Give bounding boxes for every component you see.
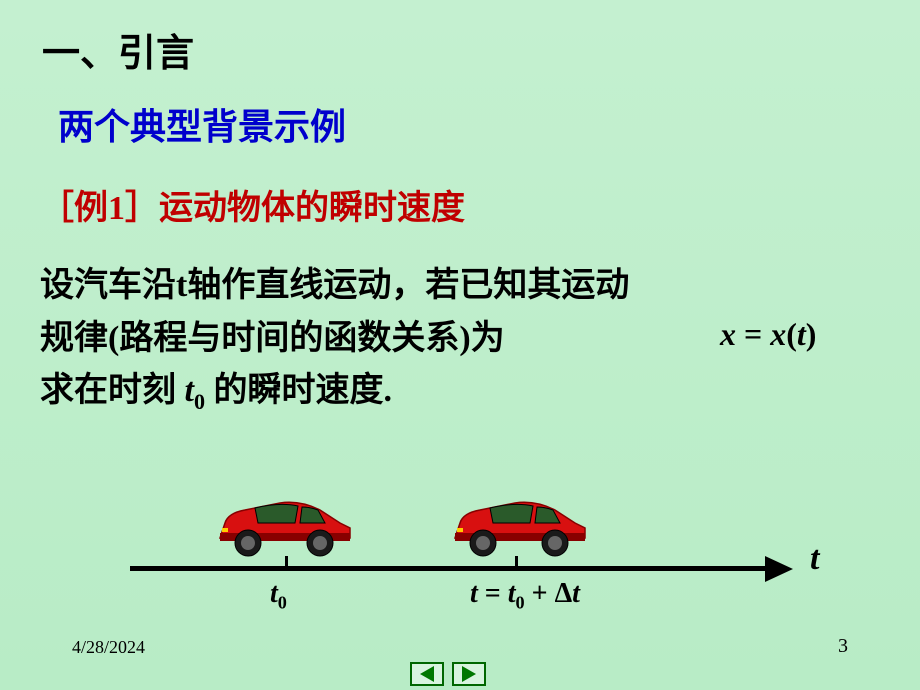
nav-controls <box>410 662 486 686</box>
subtitle: 两个典型背景示例 <box>58 98 346 150</box>
page-number: 3 <box>838 635 848 658</box>
motion-diagram: t t0 t = t0 + Δt <box>130 458 830 618</box>
chevron-right-icon <box>462 666 476 682</box>
inline-t0: t0 <box>185 372 206 409</box>
body-line3a: 求在时刻 <box>40 372 176 409</box>
chevron-left-icon <box>420 666 434 682</box>
section-heading: 一、引言 <box>42 22 194 77</box>
axis-line <box>130 566 770 571</box>
body-line2: 规律(路程与时间的函数关系)为 <box>40 320 505 357</box>
body-line3b: 的瞬时速度. <box>214 372 393 409</box>
formula-x-equals-xt: x = x(t) <box>720 316 816 353</box>
prev-button[interactable] <box>410 662 444 686</box>
tick-label-t0: t0 <box>270 578 287 614</box>
footer-date: 4/28/2024 <box>72 637 145 658</box>
axis-arrow-icon <box>765 556 793 582</box>
example-label: ［例1］运动物体的瞬时速度 <box>40 180 465 229</box>
body-line1: 设汽车沿t轴作直线运动，若已知其运动 <box>40 267 629 304</box>
tick-label-t-eq: t = t0 + Δt <box>470 578 670 614</box>
next-button[interactable] <box>452 662 486 686</box>
car-icon-1 <box>210 488 360 560</box>
axis-label-t: t <box>810 540 819 578</box>
body-text: 设汽车沿t轴作直线运动，若已知其运动 规律(路程与时间的函数关系)为 求在时刻 … <box>40 260 740 419</box>
car-icon-2 <box>445 488 595 560</box>
